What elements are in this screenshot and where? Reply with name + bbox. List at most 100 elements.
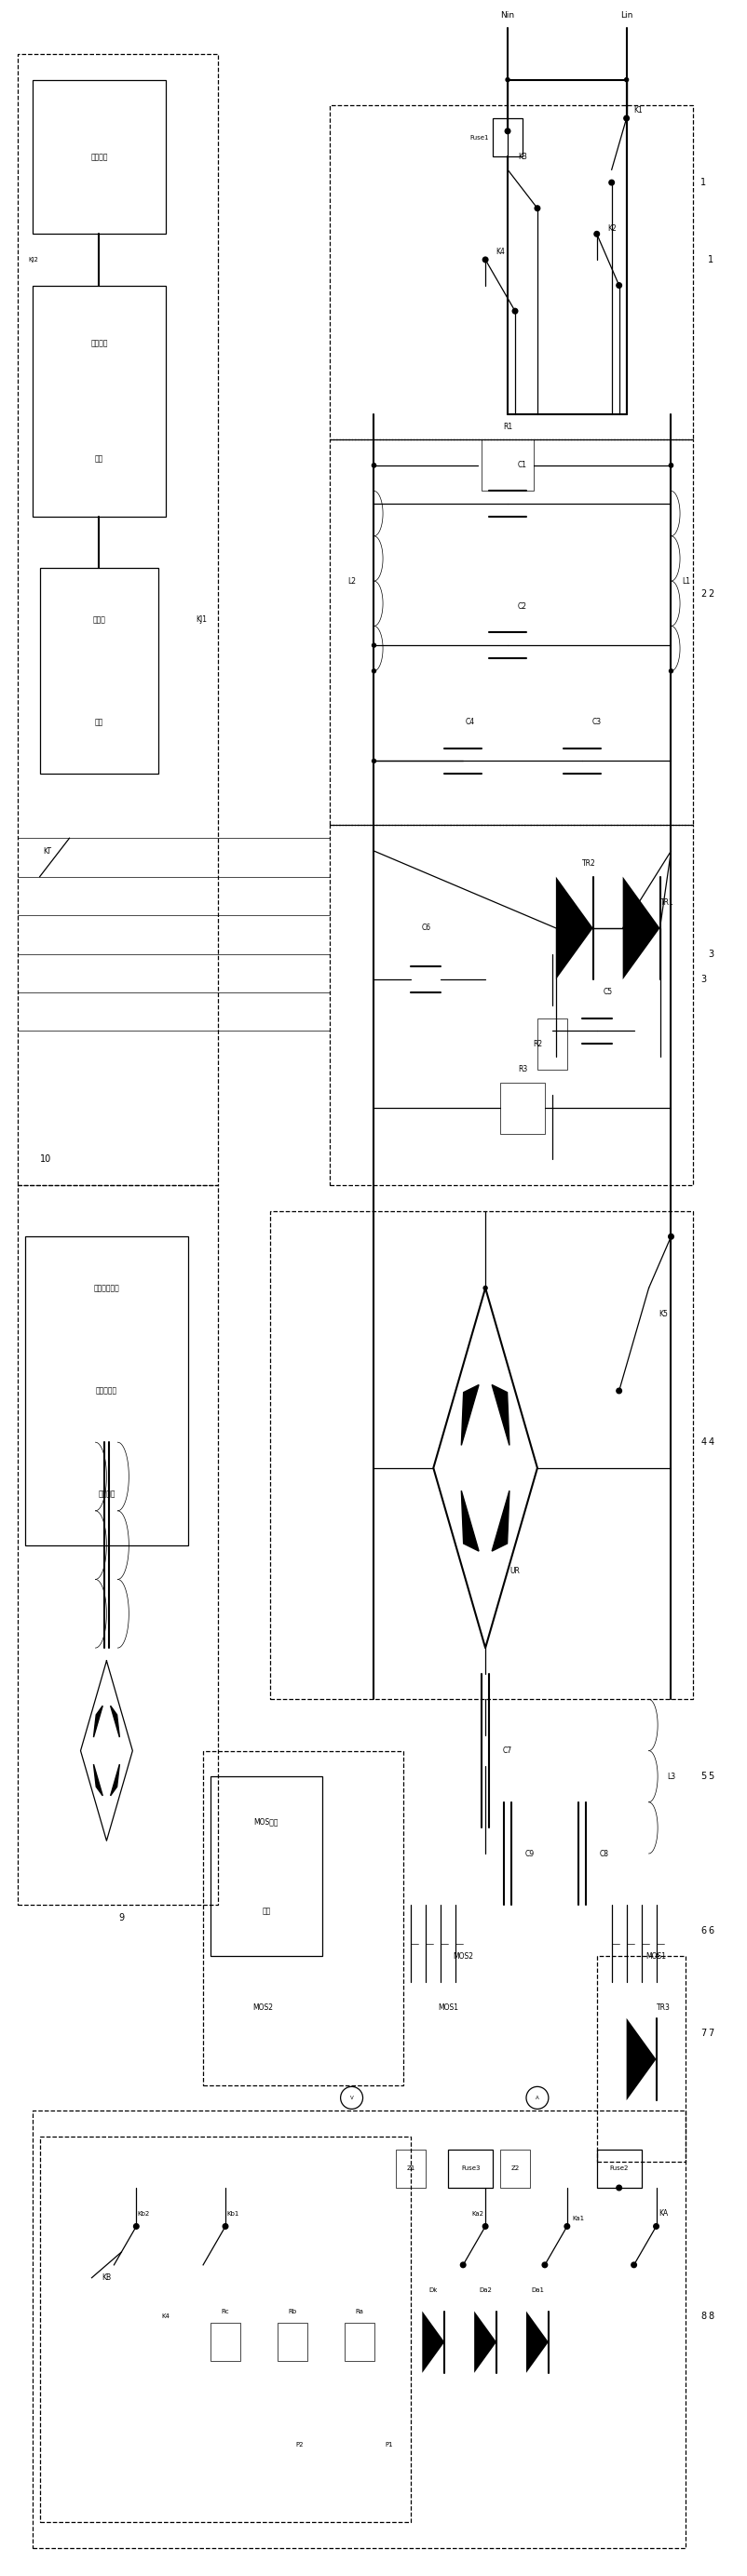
Text: 2: 2: [707, 590, 713, 598]
Bar: [40, 2136, 411, 2522]
Text: C6: C6: [421, 925, 430, 933]
Circle shape: [372, 644, 375, 647]
Circle shape: [653, 2223, 658, 2228]
Text: C2: C2: [517, 603, 527, 611]
Text: R3: R3: [517, 1066, 527, 1074]
Text: K5: K5: [658, 1309, 667, 1319]
Bar: [40, 569, 158, 773]
Circle shape: [616, 283, 621, 289]
Circle shape: [223, 2223, 228, 2228]
Text: KA: KA: [658, 2210, 668, 2218]
Circle shape: [624, 77, 627, 82]
Bar: [492, 118, 522, 157]
Circle shape: [482, 258, 487, 263]
Text: KJ1: KJ1: [196, 616, 207, 623]
Text: 整流电源: 整流电源: [90, 152, 108, 162]
Text: C5: C5: [603, 989, 612, 997]
Circle shape: [668, 1234, 673, 1239]
Text: C9: C9: [524, 1850, 534, 1857]
Text: Kb2: Kb2: [137, 2210, 149, 2215]
Circle shape: [669, 670, 672, 672]
Text: MOS2: MOS2: [452, 1953, 473, 1960]
Text: Fuse2: Fuse2: [609, 2166, 627, 2172]
Polygon shape: [555, 876, 592, 979]
Text: C3: C3: [592, 719, 601, 726]
Text: 6: 6: [700, 1927, 706, 1935]
Text: Lin: Lin: [619, 10, 632, 21]
Text: MOS1: MOS1: [645, 1953, 666, 1960]
Bar: [277, 2324, 307, 2362]
Bar: [481, 440, 533, 492]
Bar: [211, 2324, 240, 2362]
Text: 变频调速控制: 变频调速控制: [93, 1283, 120, 1293]
Text: K1: K1: [633, 106, 642, 116]
Text: 4: 4: [700, 1437, 706, 1448]
Polygon shape: [422, 2311, 444, 2372]
Text: L2: L2: [347, 577, 356, 585]
Circle shape: [542, 2262, 547, 2267]
Bar: [32, 80, 166, 234]
Text: 整合: 整合: [95, 456, 103, 464]
Text: Da2: Da2: [478, 2287, 492, 2293]
Text: Ka2: Ka2: [471, 2210, 483, 2215]
Bar: [500, 2148, 530, 2187]
Bar: [17, 54, 217, 1185]
Text: Ra: Ra: [355, 2308, 363, 2313]
Text: KB: KB: [102, 2275, 111, 2282]
Circle shape: [608, 180, 613, 185]
Bar: [500, 1082, 544, 1133]
Text: K4: K4: [161, 2313, 170, 2318]
Bar: [211, 1777, 321, 1955]
Circle shape: [623, 116, 628, 121]
Text: KT: KT: [43, 848, 52, 855]
Bar: [329, 824, 692, 1185]
Circle shape: [372, 464, 375, 466]
Text: 8: 8: [707, 2311, 713, 2321]
Text: 及实现跟踪: 及实现跟踪: [96, 1386, 117, 1396]
Circle shape: [669, 464, 672, 466]
Text: V: V: [350, 2094, 353, 2099]
Text: 8: 8: [700, 2311, 706, 2321]
Text: 5: 5: [700, 1772, 706, 1780]
Circle shape: [564, 2223, 569, 2228]
Text: L3: L3: [666, 1772, 675, 1780]
Text: TR3: TR3: [656, 2004, 670, 2012]
Bar: [17, 1185, 217, 1906]
Circle shape: [134, 2223, 139, 2228]
Circle shape: [616, 2184, 621, 2190]
Polygon shape: [111, 1765, 120, 1795]
Text: 10: 10: [40, 1154, 51, 1164]
Text: 7: 7: [707, 2030, 713, 2038]
Bar: [596, 2148, 641, 2187]
Text: A: A: [535, 2094, 539, 2099]
Text: TR1: TR1: [660, 899, 673, 907]
Text: Fuse3: Fuse3: [460, 2166, 480, 2172]
Text: Rc: Rc: [221, 2308, 229, 2313]
Polygon shape: [526, 2311, 548, 2372]
Bar: [32, 286, 166, 518]
Text: 2: 2: [700, 590, 706, 598]
Text: C7: C7: [502, 1747, 512, 1754]
Text: C1: C1: [517, 461, 527, 469]
Text: MOS1: MOS1: [438, 2004, 458, 2012]
Bar: [536, 1018, 566, 1069]
Bar: [447, 2148, 492, 2187]
Bar: [32, 2110, 685, 2548]
Text: P2: P2: [295, 2442, 303, 2447]
Text: C4: C4: [465, 719, 474, 726]
Circle shape: [512, 309, 517, 314]
Text: 5: 5: [707, 1772, 713, 1780]
Text: TR2: TR2: [582, 860, 595, 868]
Text: C8: C8: [599, 1850, 608, 1857]
Text: Nin: Nin: [500, 10, 514, 21]
Text: 9: 9: [119, 1914, 124, 1922]
Bar: [329, 106, 692, 440]
Text: Z2: Z2: [510, 2166, 518, 2172]
Text: 4: 4: [707, 1437, 713, 1448]
Circle shape: [616, 1388, 621, 1394]
Bar: [596, 1955, 685, 2161]
Polygon shape: [93, 1765, 102, 1795]
Circle shape: [372, 464, 375, 466]
Text: Da1: Da1: [530, 2287, 543, 2293]
Text: 3: 3: [707, 948, 713, 958]
